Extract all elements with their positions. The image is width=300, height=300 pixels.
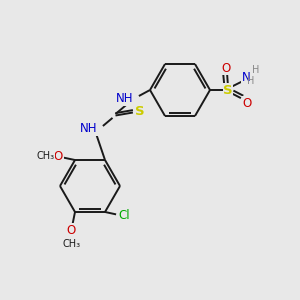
Text: O: O [242, 97, 251, 110]
Text: H: H [248, 76, 255, 86]
Text: O: O [67, 224, 76, 237]
Text: O: O [221, 62, 230, 75]
Text: S: S [223, 83, 233, 97]
Text: Cl: Cl [118, 209, 130, 222]
Text: H: H [252, 65, 259, 75]
Text: NH: NH [80, 122, 98, 136]
Text: CH₃: CH₃ [37, 152, 55, 161]
Text: O: O [54, 150, 63, 163]
Text: CH₃: CH₃ [62, 239, 80, 249]
Text: NH: NH [116, 92, 134, 106]
Text: S: S [135, 105, 144, 118]
Text: N: N [242, 70, 250, 84]
